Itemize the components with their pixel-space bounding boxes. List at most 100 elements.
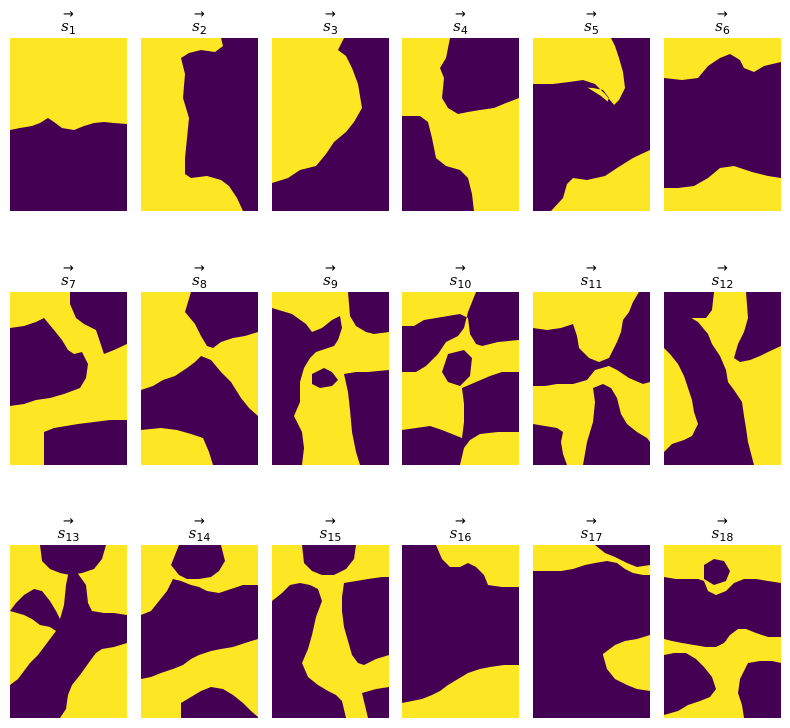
binary-mask-image — [533, 38, 650, 211]
mask-region — [664, 577, 781, 647]
title-symbol: s — [449, 524, 458, 542]
title-subscript: 13 — [65, 531, 80, 544]
mask-region — [456, 603, 486, 637]
vector-arrow-icon: → — [63, 7, 74, 22]
panel-title: → s13 — [10, 515, 127, 545]
mask-region — [440, 38, 519, 114]
vector-arrow-icon: → — [194, 514, 205, 529]
vector-arrow-icon: → — [325, 261, 336, 276]
title-symbol: s — [188, 524, 197, 542]
binary-mask-image — [533, 292, 650, 465]
mask-region — [272, 583, 346, 718]
mask-region — [185, 292, 258, 348]
mask-region — [702, 617, 730, 643]
panel-s15: → s15 — [272, 514, 389, 718]
mask-region — [533, 424, 567, 465]
vector-arrow-icon: → — [455, 7, 466, 22]
panel-title: → s18 — [664, 514, 781, 545]
title-symbol: s — [192, 271, 200, 289]
panel-title: → s14 — [141, 514, 258, 545]
binary-mask-image — [402, 545, 519, 718]
title-symbol: s — [715, 17, 723, 35]
title-subscript: 7 — [68, 278, 76, 291]
mask-region — [342, 577, 389, 665]
binary-mask-image — [664, 545, 781, 718]
mask-region — [44, 420, 127, 465]
binary-mask-image — [10, 292, 127, 465]
panel-title: → s17 — [533, 515, 650, 545]
vector-arrow-icon: → — [717, 261, 728, 276]
binary-mask-image — [402, 38, 519, 211]
binary-mask-image — [141, 38, 258, 211]
panel-s9: → s9 — [272, 261, 389, 465]
mask-region — [583, 384, 650, 465]
mask-region — [533, 292, 650, 386]
title-subscript: 5 — [591, 24, 599, 37]
panel-s14: → s14 — [141, 514, 258, 718]
title-symbol: s — [61, 271, 69, 289]
panel-title: → s4 — [402, 7, 519, 38]
title-symbol: s — [453, 17, 461, 35]
title-symbol: s — [61, 17, 69, 35]
vector-arrow-icon: → — [586, 261, 597, 276]
binary-mask-image — [664, 292, 781, 465]
vector-arrow-icon: → — [586, 7, 597, 22]
mask-region — [348, 292, 389, 334]
panel-s12: → s12 — [664, 261, 781, 465]
mask-region — [442, 350, 472, 386]
vector-arrow-icon: → — [325, 7, 336, 22]
mask-region — [402, 292, 519, 372]
panel-title: → s6 — [664, 8, 781, 38]
mask-region — [664, 653, 716, 715]
panel-s10: → s10 — [402, 262, 519, 465]
panel-title: → s7 — [10, 261, 127, 292]
title-subscript: 2 — [199, 24, 207, 37]
mask-region — [10, 571, 127, 718]
panel-s18: → s18 — [664, 514, 781, 718]
vector-arrow-icon: → — [325, 514, 336, 529]
panel-title: → s11 — [533, 261, 650, 292]
binary-mask-image — [141, 545, 258, 718]
panel-title: → s5 — [533, 7, 650, 38]
title-subscript: 15 — [327, 531, 342, 544]
panel-s6: → s6 — [664, 8, 781, 211]
title-subscript: 8 — [199, 278, 207, 291]
title-symbol: s — [57, 524, 66, 542]
mask-region — [664, 54, 781, 188]
panel-title: → s9 — [272, 261, 389, 292]
vector-arrow-icon: → — [63, 261, 74, 276]
mask-region — [402, 372, 519, 465]
mask-region — [402, 585, 434, 639]
title-symbol: s — [711, 271, 720, 289]
panel-s8: → s8 — [141, 262, 258, 465]
panel-s11: → s11 — [533, 261, 650, 465]
panel-s17: → s17 — [533, 515, 650, 718]
mask-region — [533, 631, 650, 718]
vector-arrow-icon: → — [717, 514, 728, 529]
binary-mask-image — [272, 292, 389, 465]
mask-region — [10, 318, 88, 406]
title-symbol: s — [584, 17, 592, 35]
title-subscript: 6 — [722, 24, 730, 37]
title-subscript: 14 — [196, 531, 211, 544]
vector-arrow-icon: → — [455, 514, 466, 529]
title-symbol: s — [711, 524, 720, 542]
panel-s3: → s3 — [272, 7, 389, 211]
binary-mask-image — [141, 292, 258, 465]
panel-title: → s3 — [272, 7, 389, 38]
mask-region — [181, 687, 258, 718]
title-subscript: 12 — [719, 278, 734, 291]
title-subscript: 9 — [330, 278, 338, 291]
panel-s13: → s13 — [10, 515, 127, 718]
binary-mask-image — [10, 38, 127, 211]
panel-title: → s8 — [141, 262, 258, 292]
mask-region — [738, 661, 781, 718]
panel-s1: → s1 — [10, 7, 127, 211]
mask-region — [577, 565, 597, 589]
mask-region — [302, 545, 356, 575]
title-subscript: 16 — [457, 531, 472, 544]
mask-region — [181, 38, 258, 211]
title-subscript: 4 — [460, 24, 468, 37]
title-subscript: 17 — [588, 531, 603, 544]
title-subscript: 10 — [457, 278, 472, 291]
